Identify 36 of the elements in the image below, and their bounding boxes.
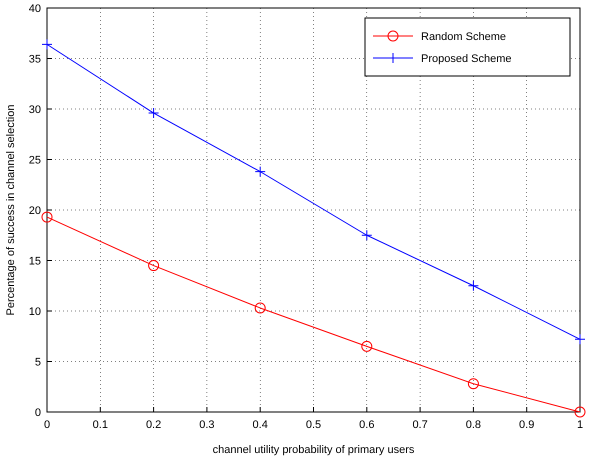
y-tick-label: 35	[28, 54, 41, 66]
y-axis-title: Percentage of success in channel selection	[5, 104, 17, 316]
y-tick-label: 0	[34, 407, 41, 419]
point	[148, 108, 160, 119]
x-tick-label: 0.9	[519, 419, 534, 431]
point	[254, 302, 266, 314]
x-tick-label: 1	[576, 419, 584, 431]
x-tick-label: 0.8	[466, 419, 482, 431]
point	[574, 406, 586, 418]
legend-label: Random Scheme	[421, 31, 506, 43]
point	[42, 38, 52, 50]
point	[361, 340, 372, 352]
point	[468, 378, 479, 390]
y-tick-label: 30	[28, 104, 41, 116]
y-tick-label: 40	[28, 3, 41, 15]
y-tick-label: 15	[28, 256, 41, 268]
x-tick-label: 0.7	[412, 419, 428, 431]
y-tick-label: 20	[28, 205, 41, 217]
x-tick-label: 0.1	[92, 419, 108, 431]
point	[361, 230, 372, 241]
point	[148, 260, 160, 272]
point	[574, 334, 586, 345]
x-tick-label: 0.3	[199, 419, 215, 431]
point	[42, 212, 52, 223]
x-axis-title: channel utility probability of primary users	[212, 444, 415, 456]
y-tick-label: 25	[28, 154, 41, 166]
legend-label: Proposed Scheme	[421, 53, 512, 65]
x-tick-label: 0.4	[252, 419, 268, 431]
x-tick-label: 0	[44, 419, 50, 431]
y-tick-label: 10	[28, 306, 41, 318]
point	[468, 280, 479, 292]
point	[254, 166, 266, 178]
y-tick-label: 5	[34, 356, 41, 368]
x-tick-label: 0.5	[306, 419, 322, 431]
x-tick-label: 0.6	[359, 419, 374, 431]
x-tick-label: 0.2	[146, 419, 162, 431]
